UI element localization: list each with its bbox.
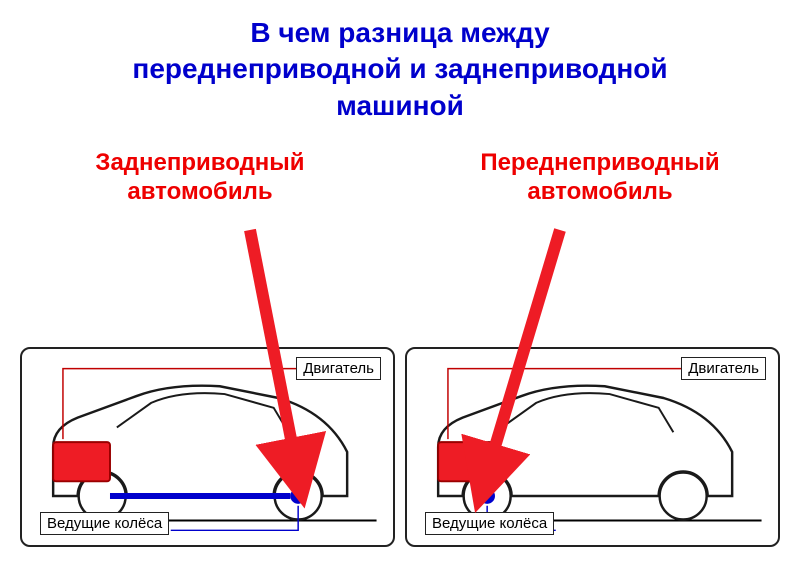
rear-hub [290, 488, 306, 504]
rear-wheel [660, 472, 707, 519]
main-title: В чем разница между переднеприводной и з… [0, 0, 800, 124]
driving-wheels-label: Ведущие колёса [40, 512, 169, 535]
title-line-1: В чем разница между [250, 17, 549, 48]
title-line-3: машиной [336, 90, 464, 121]
engine-callout-line [448, 368, 703, 439]
car-window-line [502, 393, 673, 432]
panels-row: Двигатель Ведущие колёса Двигатель Ведущ… [0, 347, 800, 547]
left-subtitle: Заднеприводный автомобиль [0, 149, 400, 207]
left-subtitle-line-1: Заднеприводный [95, 149, 304, 176]
engine-label: Двигатель [681, 357, 766, 380]
left-panel: Двигатель Ведущие колёса [20, 347, 395, 547]
right-subtitle: Переднеприводный автомобиль [400, 149, 800, 207]
left-subtitle-line-2: автомобиль [127, 178, 272, 205]
driving-wheels-label: Ведущие колёса [425, 512, 554, 535]
right-panel: Двигатель Ведущие колёса [405, 347, 780, 547]
front-hub [479, 488, 495, 504]
right-subtitle-line-1: Переднеприводный [480, 149, 719, 176]
engine-box [438, 442, 495, 481]
engine-callout-line [63, 368, 318, 439]
right-subtitle-line-2: автомобиль [527, 178, 672, 205]
car-window-line [117, 393, 289, 432]
subtitles-row: Заднеприводный автомобиль Переднеприводн… [0, 149, 800, 207]
engine-label: Двигатель [296, 357, 381, 380]
engine-box [53, 442, 110, 481]
title-line-2: переднеприводной и заднеприводной [132, 53, 667, 84]
